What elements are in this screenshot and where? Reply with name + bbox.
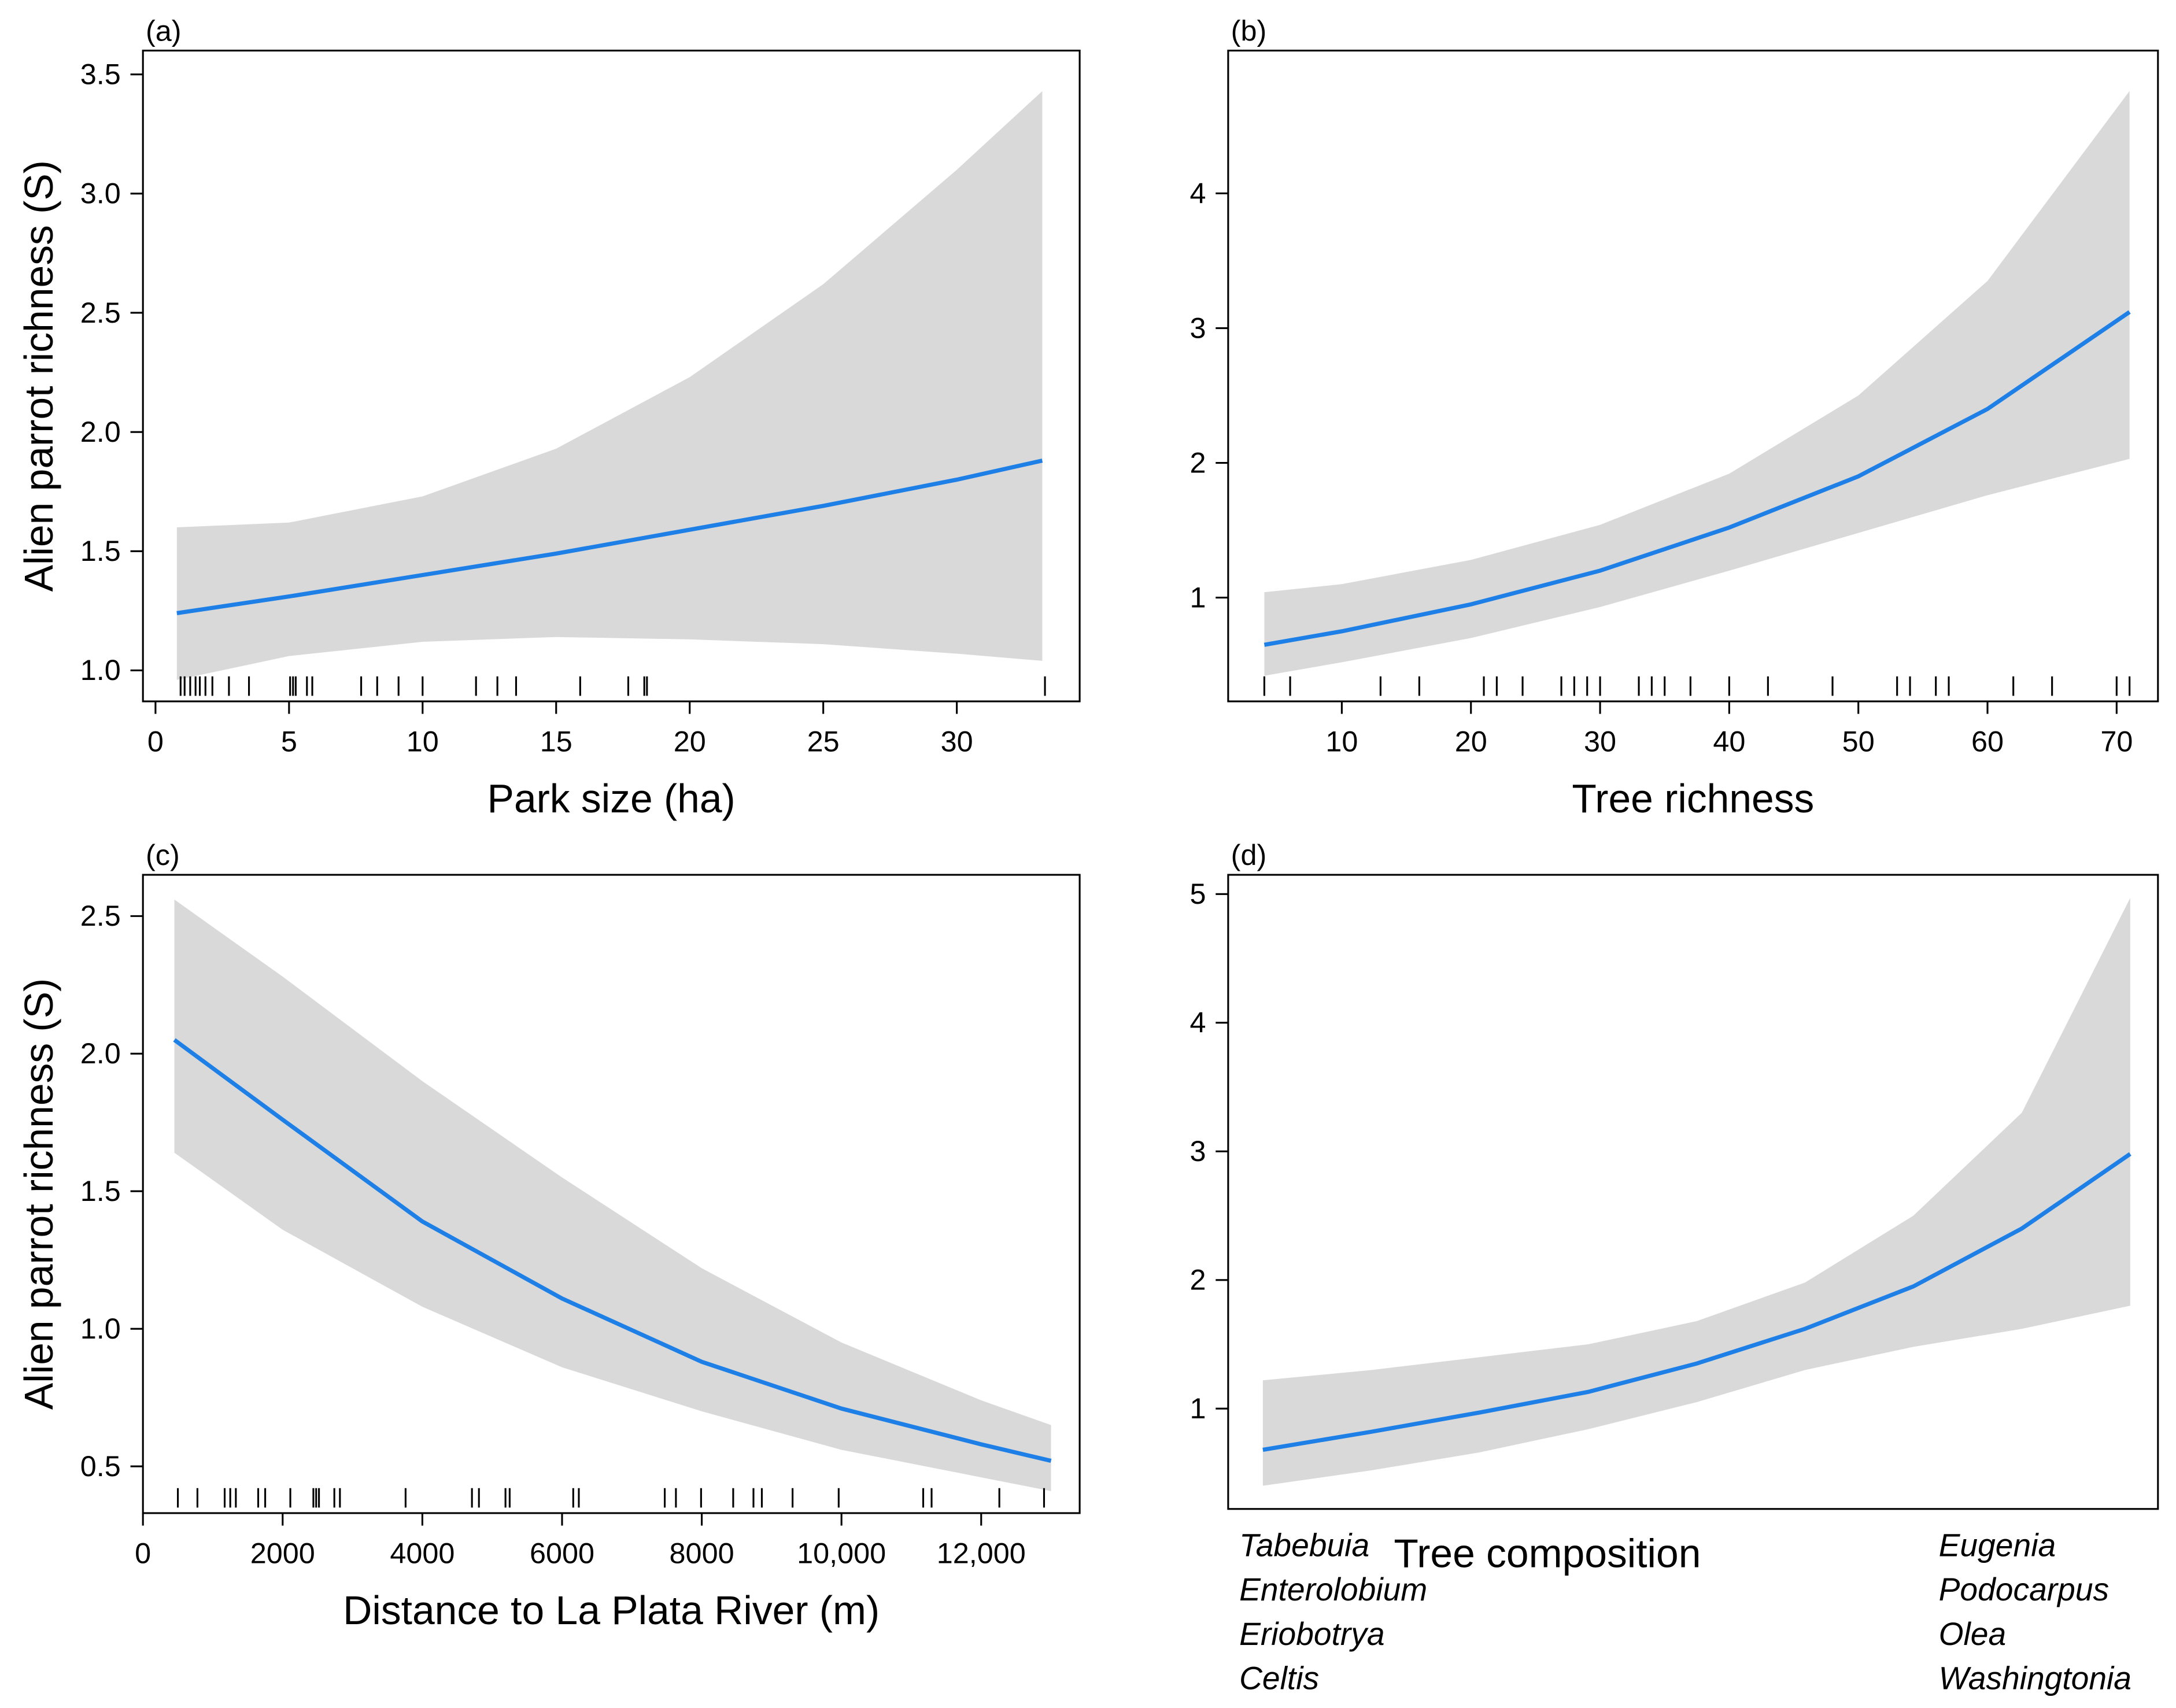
x-tick-label: 30	[941, 724, 973, 757]
fitted-line	[1264, 310, 2131, 647]
confidence-band	[174, 899, 1051, 1491]
confidence-band	[1264, 91, 2130, 676]
x-tick-label: 10	[407, 724, 439, 757]
panel-label: (b)	[1231, 14, 1267, 47]
x-tick-label: 70	[2100, 724, 2133, 757]
panel-label: (a)	[146, 14, 182, 47]
plot-frame	[142, 874, 1081, 1514]
fitted-line	[176, 459, 1043, 616]
x-tick-label: 0	[147, 724, 164, 757]
x-tick-label: 25	[807, 724, 840, 757]
fitted-line	[173, 1038, 1052, 1463]
x-tick-label: 0	[135, 1536, 151, 1569]
panel-label: (d)	[1231, 838, 1267, 871]
y-tick-label: 3.5	[80, 58, 121, 91]
y-tick-label: 3	[1189, 311, 1206, 344]
y-tick-label: 2.5	[80, 296, 121, 329]
x-axis-label: Tree composition	[1394, 1531, 1701, 1576]
y-tick-label: 2.0	[80, 415, 121, 448]
x-low-label: Eriobotrya	[1239, 1616, 1385, 1652]
y-tick-label: 1.5	[80, 1174, 121, 1207]
x-low-label: Tabebuia	[1239, 1527, 1369, 1563]
y-tick-label: 1.0	[80, 653, 121, 686]
x-tick-label: 2000	[250, 1536, 315, 1569]
x-tick-label: 4000	[390, 1536, 455, 1569]
y-axis-label: Alien parrot richness (S)	[16, 160, 61, 591]
y-tick-label: 0.5	[80, 1450, 121, 1483]
x-high-label: Podocarpus	[1939, 1572, 2109, 1607]
x-tick-label: 50	[1842, 724, 1875, 757]
x-tick-label: 60	[1971, 724, 2004, 757]
x-tick-label: 30	[1584, 724, 1616, 757]
y-tick-label: 2	[1189, 1263, 1206, 1296]
x-tick-label: 20	[1455, 724, 1487, 757]
plot-frame	[142, 49, 1081, 703]
x-axis-label: Distance to La Plata River (m)	[343, 1588, 880, 1633]
fitted-line	[1262, 1152, 2131, 1452]
y-tick-label: 1	[1189, 581, 1206, 613]
y-tick-label: 2.0	[80, 1037, 121, 1070]
y-tick-label: 1.5	[80, 534, 121, 567]
x-tick-label: 15	[540, 724, 572, 757]
x-tick-label: 6000	[530, 1536, 594, 1569]
y-tick-label: 3.0	[80, 177, 121, 210]
y-tick-label: 4	[1189, 1006, 1206, 1039]
x-low-label: Celtis	[1239, 1661, 1319, 1696]
y-axis-label: Alien parrot richness (S)	[16, 978, 61, 1410]
x-tick-label: 5	[281, 724, 297, 757]
y-tick-label: 5	[1189, 877, 1206, 910]
y-tick-label: 3	[1189, 1134, 1206, 1167]
x-tick-label: 12,000	[937, 1536, 1026, 1569]
plot-frame	[1227, 874, 2159, 1510]
x-high-label: Olea	[1939, 1616, 2007, 1652]
x-tick-label: 40	[1713, 724, 1745, 757]
y-tick-label: 1	[1189, 1392, 1206, 1425]
x-tick-label: 8000	[670, 1536, 734, 1569]
confidence-band	[176, 91, 1043, 680]
x-axis-label: Park size (ha)	[487, 776, 736, 821]
y-tick-label: 4	[1189, 176, 1206, 209]
panel-label: (c)	[146, 838, 180, 871]
confidence-band	[1262, 898, 2130, 1486]
y-tick-label: 1.0	[80, 1312, 121, 1345]
x-high-label: Eugenia	[1939, 1527, 2056, 1563]
x-low-label: Enterolobium	[1239, 1572, 1427, 1607]
x-tick-label: 10	[1325, 724, 1358, 757]
x-axis-label: Tree richness	[1572, 776, 1814, 821]
x-tick-label: 20	[674, 724, 706, 757]
y-tick-label: 2.5	[80, 899, 121, 932]
y-tick-label: 2	[1189, 446, 1206, 479]
x-high-label: Washingtonia	[1939, 1661, 2131, 1696]
plot-frame	[1227, 49, 2159, 703]
x-tick-label: 10,000	[797, 1536, 886, 1569]
